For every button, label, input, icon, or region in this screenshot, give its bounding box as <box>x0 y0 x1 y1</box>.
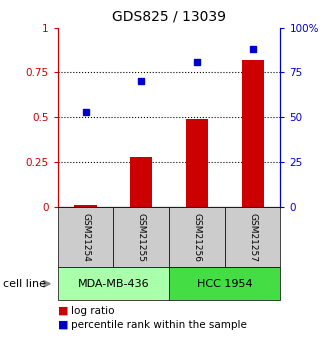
Text: GSM21255: GSM21255 <box>137 213 146 262</box>
Text: percentile rank within the sample: percentile rank within the sample <box>71 320 247 330</box>
Title: GDS825 / 13039: GDS825 / 13039 <box>112 10 226 24</box>
Text: GSM21257: GSM21257 <box>248 213 257 262</box>
Bar <box>130 157 152 207</box>
Text: GSM21254: GSM21254 <box>81 213 90 262</box>
Bar <box>186 119 208 207</box>
Text: cell line: cell line <box>3 279 46 289</box>
Text: ■: ■ <box>58 320 68 330</box>
Text: GSM21256: GSM21256 <box>192 213 202 262</box>
Text: log ratio: log ratio <box>71 306 115 316</box>
Text: ■: ■ <box>58 306 68 316</box>
Bar <box>242 60 264 207</box>
Text: HCC 1954: HCC 1954 <box>197 279 253 289</box>
Bar <box>75 205 97 207</box>
Text: MDA-MB-436: MDA-MB-436 <box>78 279 149 289</box>
